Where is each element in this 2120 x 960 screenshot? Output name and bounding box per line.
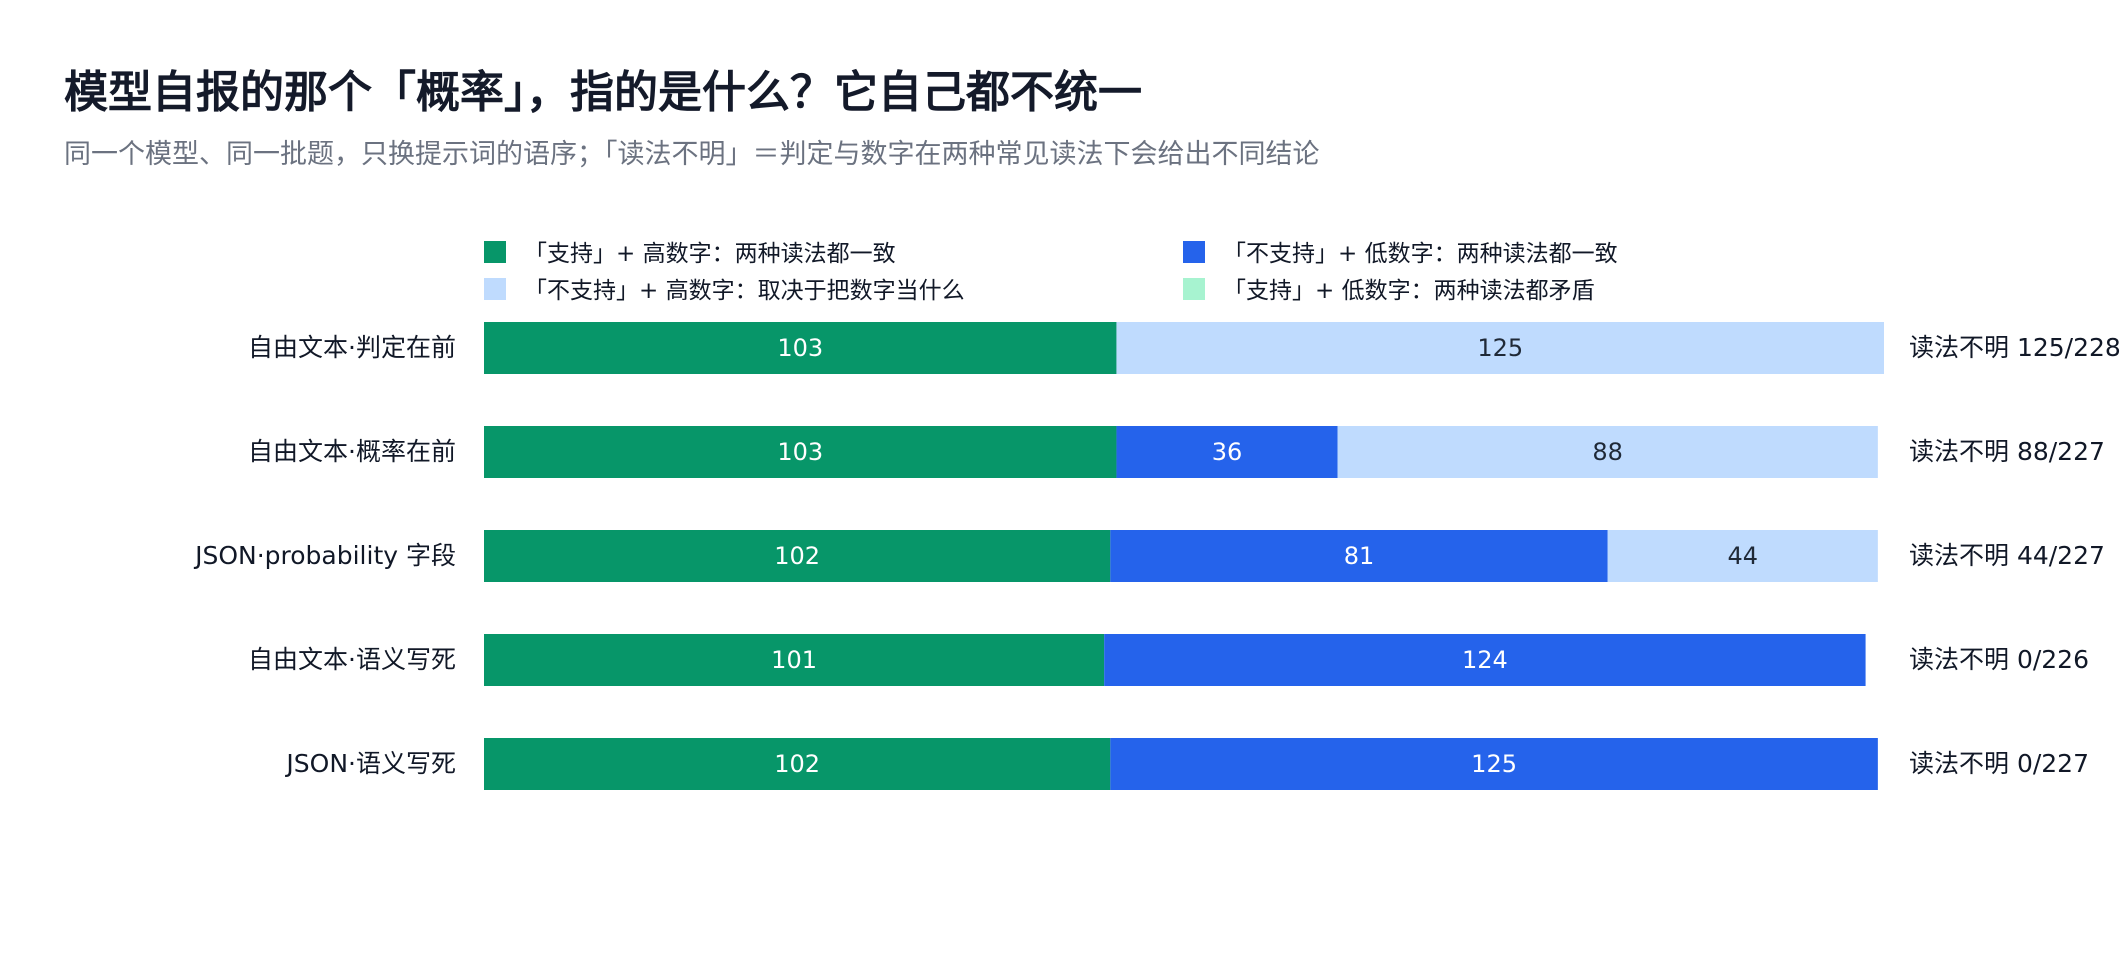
legend-swatch	[1183, 278, 1205, 300]
bar-segment	[1337, 426, 1878, 478]
bar-value-label: 103	[777, 438, 823, 466]
bar-segment	[1110, 738, 1878, 790]
row-annotation: 读法不明 0/226	[1909, 645, 2089, 674]
bar-segment	[1607, 530, 1878, 582]
bar-value-label: 124	[1462, 646, 1508, 674]
chart-title: 模型自报的那个「概率」，指的是什么？它自己都不统一	[64, 67, 1142, 118]
category-label: 自由文本·概率在前	[248, 437, 456, 466]
bar-value-label: 125	[1477, 334, 1523, 362]
row-annotation: 读法不明 125/228	[1909, 333, 2120, 362]
bar-value-label: 103	[777, 334, 823, 362]
row-annotation: 读法不明 0/227	[1909, 749, 2089, 778]
bar-value-label: 125	[1471, 750, 1517, 778]
bar-segment	[1104, 634, 1866, 686]
legend-label: 「不支持」+ 低数字：两种读法都一致	[1223, 241, 1618, 267]
row-annotation: 读法不明 88/227	[1909, 437, 2105, 466]
row-annotation: 读法不明 44/227	[1909, 541, 2105, 570]
bar-value-label: 44	[1727, 542, 1758, 570]
category-label: JSON·probability 字段	[193, 541, 456, 570]
legend-swatch	[484, 241, 506, 263]
bar-segment	[484, 426, 1117, 478]
bar-segment	[484, 530, 1111, 582]
bar-value-label: 101	[771, 646, 817, 674]
legend-swatch	[1183, 241, 1205, 263]
category-label: 自由文本·语义写死	[248, 645, 456, 674]
legend-label: 「支持」+ 高数字：两种读法都一致	[524, 241, 896, 267]
bar-segment	[1116, 322, 1884, 374]
bar-segment	[1116, 426, 1338, 478]
category-label: JSON·语义写死	[284, 749, 456, 778]
bar-value-label: 88	[1592, 438, 1623, 466]
category-label: 自由文本·判定在前	[248, 333, 456, 362]
bar-segment	[1110, 530, 1608, 582]
bar-value-label: 102	[774, 750, 820, 778]
bar-value-label: 102	[774, 542, 820, 570]
bar-value-label: 36	[1212, 438, 1243, 466]
bar-segment	[484, 322, 1117, 374]
chart-subtitle: 同一个模型、同一批题，只换提示词的语序；「读法不明」＝判定与数字在两种常见读法下…	[64, 139, 1320, 170]
bar-segment	[484, 634, 1105, 686]
legend-label: 「不支持」+ 高数字：取决于把数字当什么	[524, 278, 965, 304]
bar-segment	[484, 738, 1111, 790]
legend-swatch	[484, 278, 506, 300]
bar-value-label: 81	[1344, 542, 1375, 570]
legend-label: 「支持」+ 低数字：两种读法都矛盾	[1223, 278, 1595, 304]
